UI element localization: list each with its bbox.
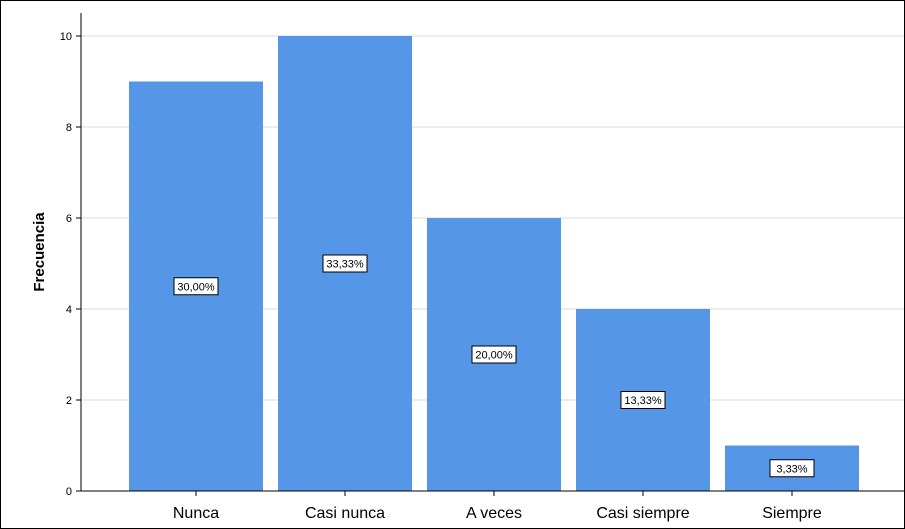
data-label-box: [173, 277, 219, 296]
y-tick-label: 0: [66, 486, 72, 498]
y-tick-label: 6: [66, 213, 72, 225]
data-label: 3,33%: [769, 459, 815, 478]
x-tick-label: Casi siempre: [596, 505, 689, 522]
data-label-box: [322, 254, 368, 273]
y-tick-label: 10: [60, 31, 72, 43]
x-tick-label: Nunca: [173, 505, 219, 522]
y-tick-label: 2: [66, 395, 72, 407]
x-tick-label: Casi nunca: [305, 505, 385, 522]
data-label-text: 13,33%: [624, 395, 662, 407]
data-label-box: [769, 459, 815, 478]
data-label: 13,33%: [620, 391, 666, 409]
data-label-text: 3,33%: [776, 463, 807, 475]
bars: [129, 36, 859, 491]
data-labels: 30,00% 33,33% 20,00% 13,33% 3,33%: [173, 254, 815, 478]
x-tick-labels: Nunca Casi nunca A veces Casi siempre Siempr…: [173, 491, 822, 522]
y-axis-label: Frecuencia: [31, 212, 48, 292]
data-label-text: 20,00%: [475, 350, 513, 362]
y-tick-label: 8: [66, 122, 72, 134]
x-tick-label: Siempre: [762, 505, 822, 522]
y-tick-label: 4: [66, 304, 72, 316]
data-label-text: 30,00%: [177, 281, 215, 293]
data-label: 33,33%: [322, 254, 368, 273]
data-label: 20,00%: [471, 345, 517, 364]
data-label-box: [471, 345, 517, 364]
data-label-box: [620, 391, 666, 409]
data-label-text: 33,33%: [326, 259, 364, 271]
data-label: 30,00%: [173, 277, 219, 296]
y-tick-labels: 0 2 4 6 8 10: [60, 31, 81, 498]
x-tick-label: A veces: [466, 505, 522, 522]
